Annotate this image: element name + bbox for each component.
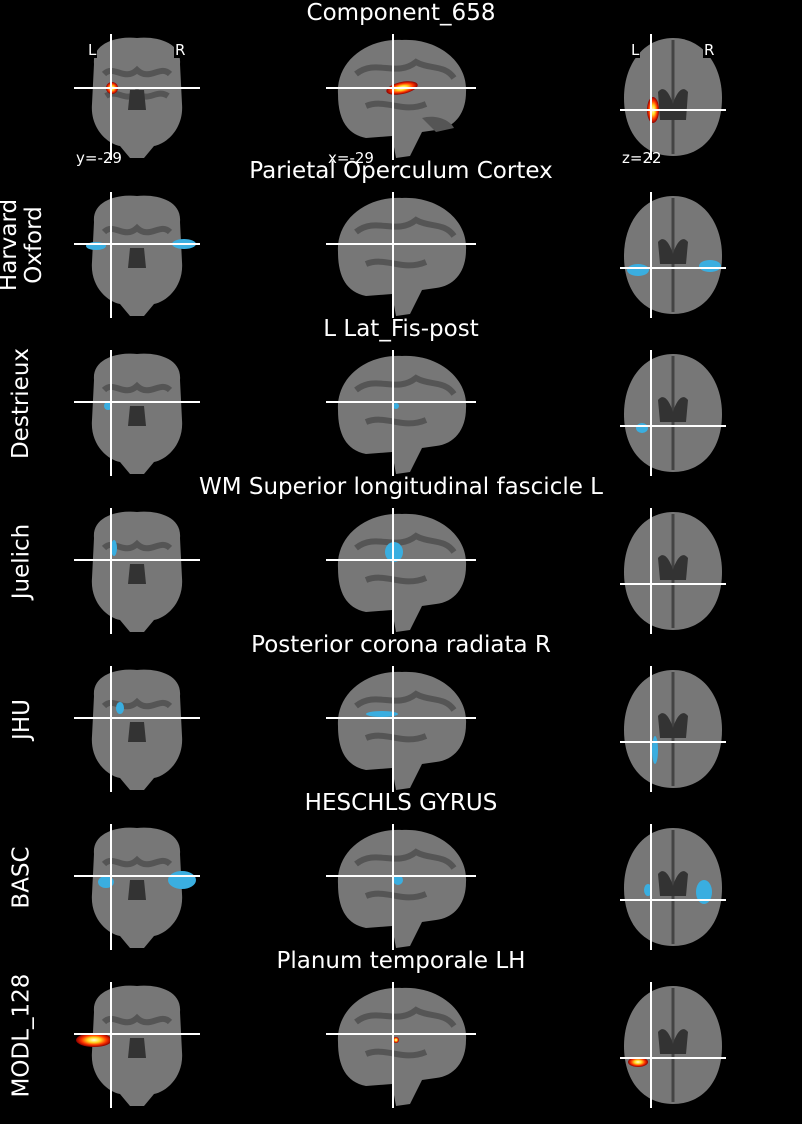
coronal-slice	[74, 34, 200, 160]
figure-row-destrieux: L Lat_Fis-post Destrieux	[0, 316, 802, 482]
sagittal-slice	[326, 350, 476, 476]
figure-row-juelich: WM Superior longitudinal fascicle L Juel…	[0, 474, 802, 640]
right-orientation-label: R	[703, 41, 716, 59]
row-title: WM Superior longitudinal fascicle L	[198, 474, 604, 500]
axial-slice	[620, 192, 726, 318]
sagittal-slice	[326, 508, 476, 634]
axial-slice	[620, 34, 726, 160]
coronal-slice	[74, 824, 200, 950]
sagittal-slice	[326, 824, 476, 950]
atlas-label: MODL_128	[8, 973, 35, 1097]
coronal-slice	[74, 192, 200, 318]
figure-row-component: Component_658 L R y=-29 x=-29 L R z=22	[0, 0, 802, 167]
coronal-slice	[74, 350, 200, 476]
axial-slice	[620, 982, 726, 1108]
row-title: Planum temporale LH	[276, 948, 526, 974]
coronal-slice	[74, 508, 200, 634]
sagittal-cut-coord: x=-29	[328, 149, 374, 167]
axial-slice	[620, 350, 726, 476]
right-orientation-label: R	[174, 41, 187, 59]
left-orientation-label: L	[630, 41, 641, 59]
atlas-label: JHU	[8, 698, 35, 740]
row-title: L Lat_Fis-post	[323, 316, 479, 342]
sagittal-slice	[326, 982, 476, 1108]
atlas-label: Harvard Oxford	[0, 198, 48, 292]
row-title: HESCHLS GYRUS	[304, 790, 498, 816]
sagittal-slice	[326, 34, 476, 160]
axial-slice	[620, 666, 726, 792]
row-title: Parietal Operculum Cortex	[249, 158, 553, 184]
axial-cut-coord: z=22	[622, 149, 662, 167]
sagittal-slice	[326, 666, 476, 792]
coronal-cut-coord: y=-29	[76, 149, 122, 167]
axial-slice	[620, 508, 726, 634]
coronal-slice	[74, 982, 200, 1108]
figure-row-modl-128: Planum temporale LH MODL_128	[0, 948, 802, 1114]
left-orientation-label: L	[87, 41, 98, 59]
coronal-slice	[74, 666, 200, 792]
figure-row-harvard-oxford: Parietal Operculum Cortex Harvard Oxford	[0, 158, 802, 324]
figure-row-basc: HESCHLS GYRUS BASC	[0, 790, 802, 956]
figure-row-jhu: Posterior corona radiata R JHU	[0, 632, 802, 798]
row-title: Component_658	[306, 0, 496, 26]
sagittal-slice	[326, 192, 476, 318]
atlas-label: Juelich	[8, 523, 35, 599]
atlas-label: Destrieux	[8, 347, 35, 459]
atlas-label: BASC	[8, 845, 35, 909]
axial-slice	[620, 824, 726, 950]
row-title: Posterior corona radiata R	[251, 632, 551, 658]
